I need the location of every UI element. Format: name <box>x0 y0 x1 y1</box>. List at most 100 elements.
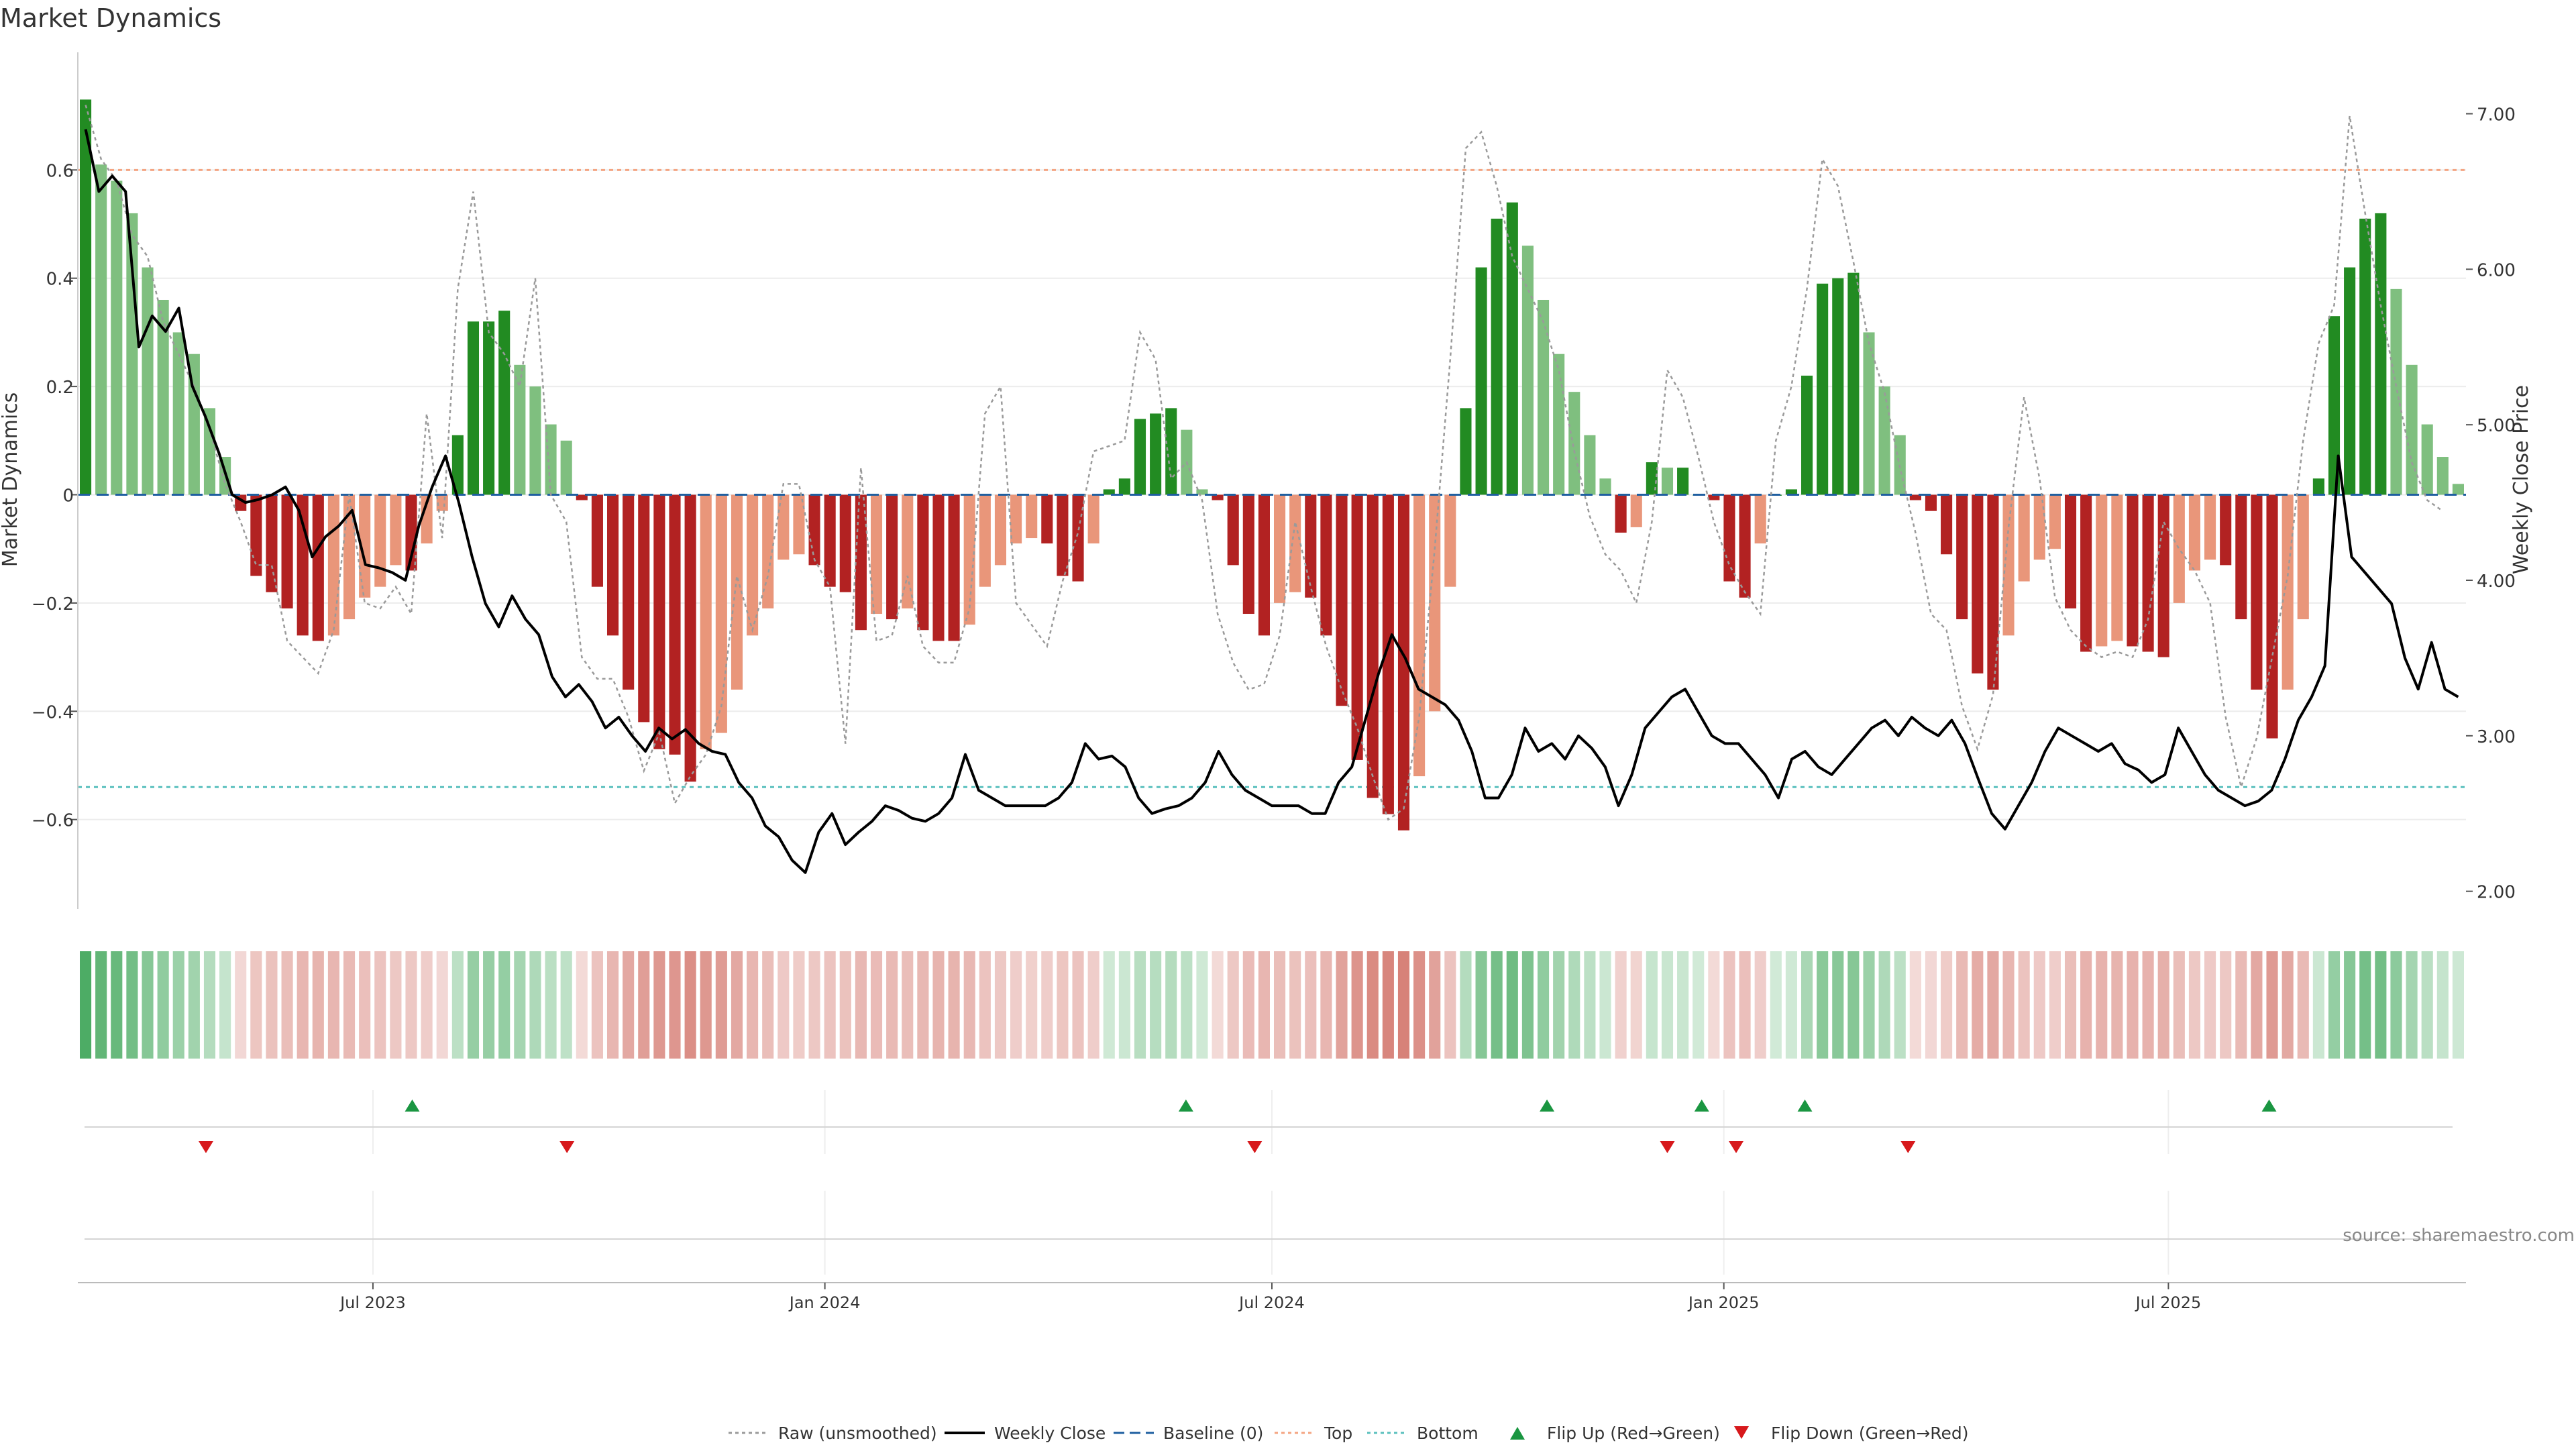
reference-lines <box>78 168 2466 788</box>
heat-cell <box>2375 951 2387 1059</box>
bar <box>343 494 356 620</box>
heat-cell <box>1754 951 1766 1059</box>
bar <box>1553 354 1565 495</box>
bar <box>2204 494 2216 560</box>
heat-cell <box>793 951 805 1059</box>
bar <box>1289 494 1301 592</box>
heat-cell <box>1150 951 1162 1059</box>
bar <box>390 494 402 566</box>
y-tick-label: 0.4 <box>46 270 74 290</box>
heat-cell <box>142 951 154 1059</box>
bar <box>917 494 929 631</box>
heat-cell <box>1460 951 1472 1059</box>
legend-swatch-flip-up-icon <box>1510 1427 1525 1440</box>
heat-cell <box>653 951 665 1059</box>
bar <box>1010 494 1022 544</box>
heat-cell <box>529 951 541 1059</box>
flip-up-marker <box>2261 1099 2277 1112</box>
heat-cell <box>1087 951 1099 1059</box>
bar <box>1677 468 1689 495</box>
legend-entry: Raw (unsmoothed) <box>729 1424 937 1443</box>
bar <box>1382 494 1394 814</box>
heat-cell <box>1537 951 1550 1059</box>
bar <box>1491 218 1503 495</box>
heat-cell <box>1227 951 1239 1059</box>
heat-cell <box>1832 951 1844 1059</box>
x-tick-label: Jul 2023 <box>339 1293 406 1312</box>
bar <box>2096 494 2108 647</box>
bar <box>669 494 681 755</box>
bar <box>1444 494 1456 587</box>
heat-cell <box>855 951 867 1059</box>
bar <box>762 494 774 608</box>
bar <box>1134 419 1146 495</box>
bar <box>421 494 433 544</box>
heat-cell <box>1320 951 1332 1059</box>
heat-cell <box>1475 951 1487 1059</box>
bar <box>870 494 883 614</box>
heat-cell <box>1258 951 1270 1059</box>
heat-cell <box>684 951 696 1059</box>
heat-cell <box>1118 951 1130 1059</box>
heat-cell <box>606 951 619 1059</box>
legend-entry: Top <box>1275 1424 1352 1443</box>
bar <box>2111 494 2123 641</box>
bar <box>2421 424 2433 495</box>
legend-label: Top <box>1324 1424 1352 1443</box>
heat-cell <box>1878 951 1890 1059</box>
chart-title: Market Dynamics <box>0 3 221 33</box>
heat-cell <box>1941 951 1953 1059</box>
bar <box>1956 494 1968 620</box>
y-tick-label: −0.2 <box>32 594 74 614</box>
heat-cell <box>1847 951 1860 1059</box>
heat-cell <box>917 951 929 1059</box>
bar <box>2018 494 2030 582</box>
heat-cell <box>1599 951 1611 1059</box>
heat-cell <box>2157 951 2169 1059</box>
bar <box>1832 278 1844 495</box>
flip-up-marker <box>1540 1099 1555 1112</box>
heat-cell <box>235 951 247 1059</box>
heat-cell <box>1863 951 1875 1059</box>
bar <box>1987 494 1999 690</box>
heat-cell <box>2111 951 2123 1059</box>
bar <box>1584 435 1596 495</box>
bar <box>498 311 511 495</box>
weekly-close-line <box>84 129 2459 874</box>
heat-cell <box>343 951 356 1059</box>
heat-cell <box>870 951 883 1059</box>
bar <box>142 267 154 495</box>
heat-cell <box>2096 951 2108 1059</box>
heat-cell <box>1677 951 1689 1059</box>
bar <box>2064 494 2077 608</box>
heat-cell <box>2220 951 2232 1059</box>
source-note: source: sharemaestro.com <box>2343 1226 2575 1246</box>
bar <box>1150 413 1162 495</box>
right-y-axis-label: Weekly Close Price <box>2510 385 2533 574</box>
heat-cell <box>1506 951 1518 1059</box>
bar <box>2406 364 2418 495</box>
heat-cell <box>747 951 759 1059</box>
bar <box>297 494 309 636</box>
heat-cell <box>1817 951 1829 1059</box>
x-axis: Jul 2023 Jan 2024 Jul 2024 Jan 2025 Jul 2025 <box>78 1282 2466 1312</box>
regime-heat-strip <box>80 951 2464 1059</box>
bar <box>2220 494 2232 566</box>
heat-cell <box>219 951 231 1059</box>
heat-cell <box>1956 951 1968 1059</box>
heat-cell <box>2390 951 2402 1059</box>
bar <box>715 494 727 733</box>
bar <box>1103 489 1115 495</box>
bar <box>1739 494 1751 598</box>
heat-cell <box>700 951 712 1059</box>
bar <box>327 494 339 636</box>
heat-cell <box>188 951 200 1059</box>
flip-down-marker <box>1728 1141 1743 1153</box>
flip-up-marker <box>1797 1099 1813 1112</box>
bar <box>994 494 1007 566</box>
y-tick-label: 0.2 <box>46 378 74 398</box>
bar <box>405 494 417 571</box>
heat-cell <box>1010 951 1022 1059</box>
bar <box>855 494 867 631</box>
y-tick-label: −0.6 <box>32 811 74 831</box>
